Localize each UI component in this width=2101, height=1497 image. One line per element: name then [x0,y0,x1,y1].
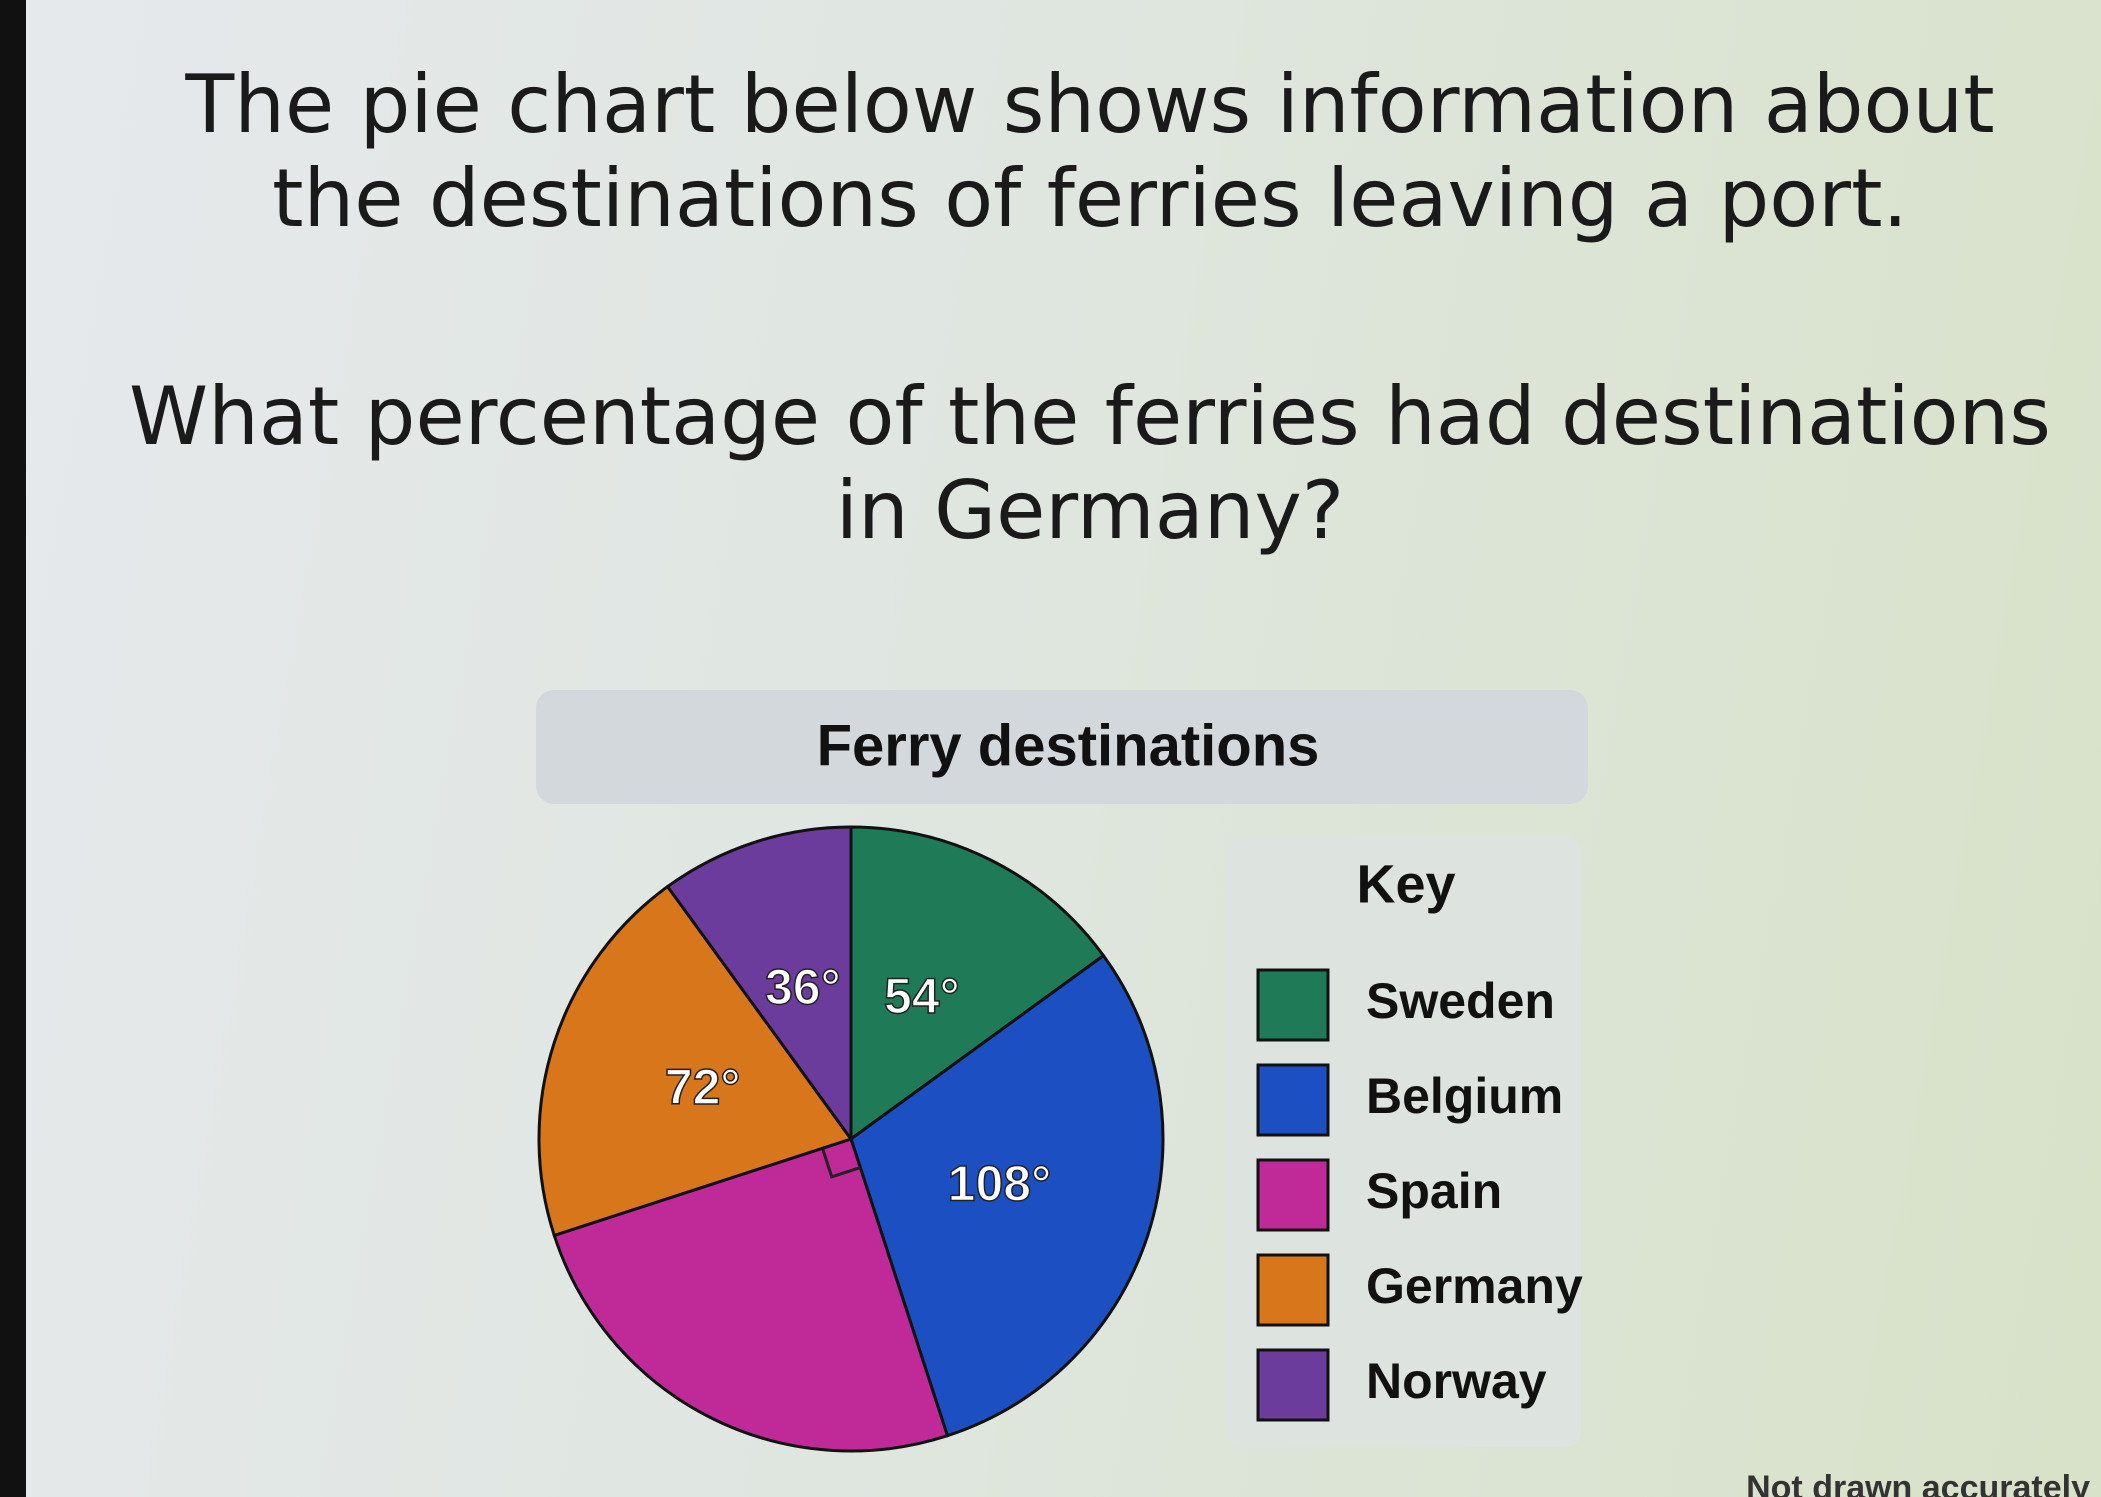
chart-title: Ferry destinations [817,713,1320,778]
question-intro: The pie chart below shows information ab… [185,58,1995,246]
pie-slice [849,953,1165,1438]
note: Not drawn accurately [1746,1469,2090,1497]
value-label: 108° [948,1155,1051,1211]
pie-slice [665,825,853,1144]
legend-swatch [1256,1253,1330,1327]
legend-label: Sweden [1366,973,1555,1029]
legend-title: Key [1356,854,1455,914]
question-prompt: What percentage of the ferries had desti… [129,370,2051,558]
legend-swatch [1256,968,1330,1042]
right-angle-marker [821,1147,861,1179]
legend-label: Norway [1366,1353,1547,1409]
pie-slice [552,1137,950,1453]
legend-swatch [1256,1063,1330,1137]
screen-bezel [0,0,26,1497]
title-box [536,690,1588,804]
legend-label: Germany [1366,1258,1583,1314]
value-label: 36° [765,959,841,1015]
legend-swatch [1256,1348,1330,1422]
value-label: 54° [884,968,960,1024]
value-label: 72° [665,1059,741,1115]
pie-slice [537,884,854,1238]
legend-label: Spain [1366,1163,1502,1219]
legend-label: Belgium [1366,1068,1563,1124]
legend-swatch [1256,1158,1330,1232]
pie-slice [849,825,1106,1142]
